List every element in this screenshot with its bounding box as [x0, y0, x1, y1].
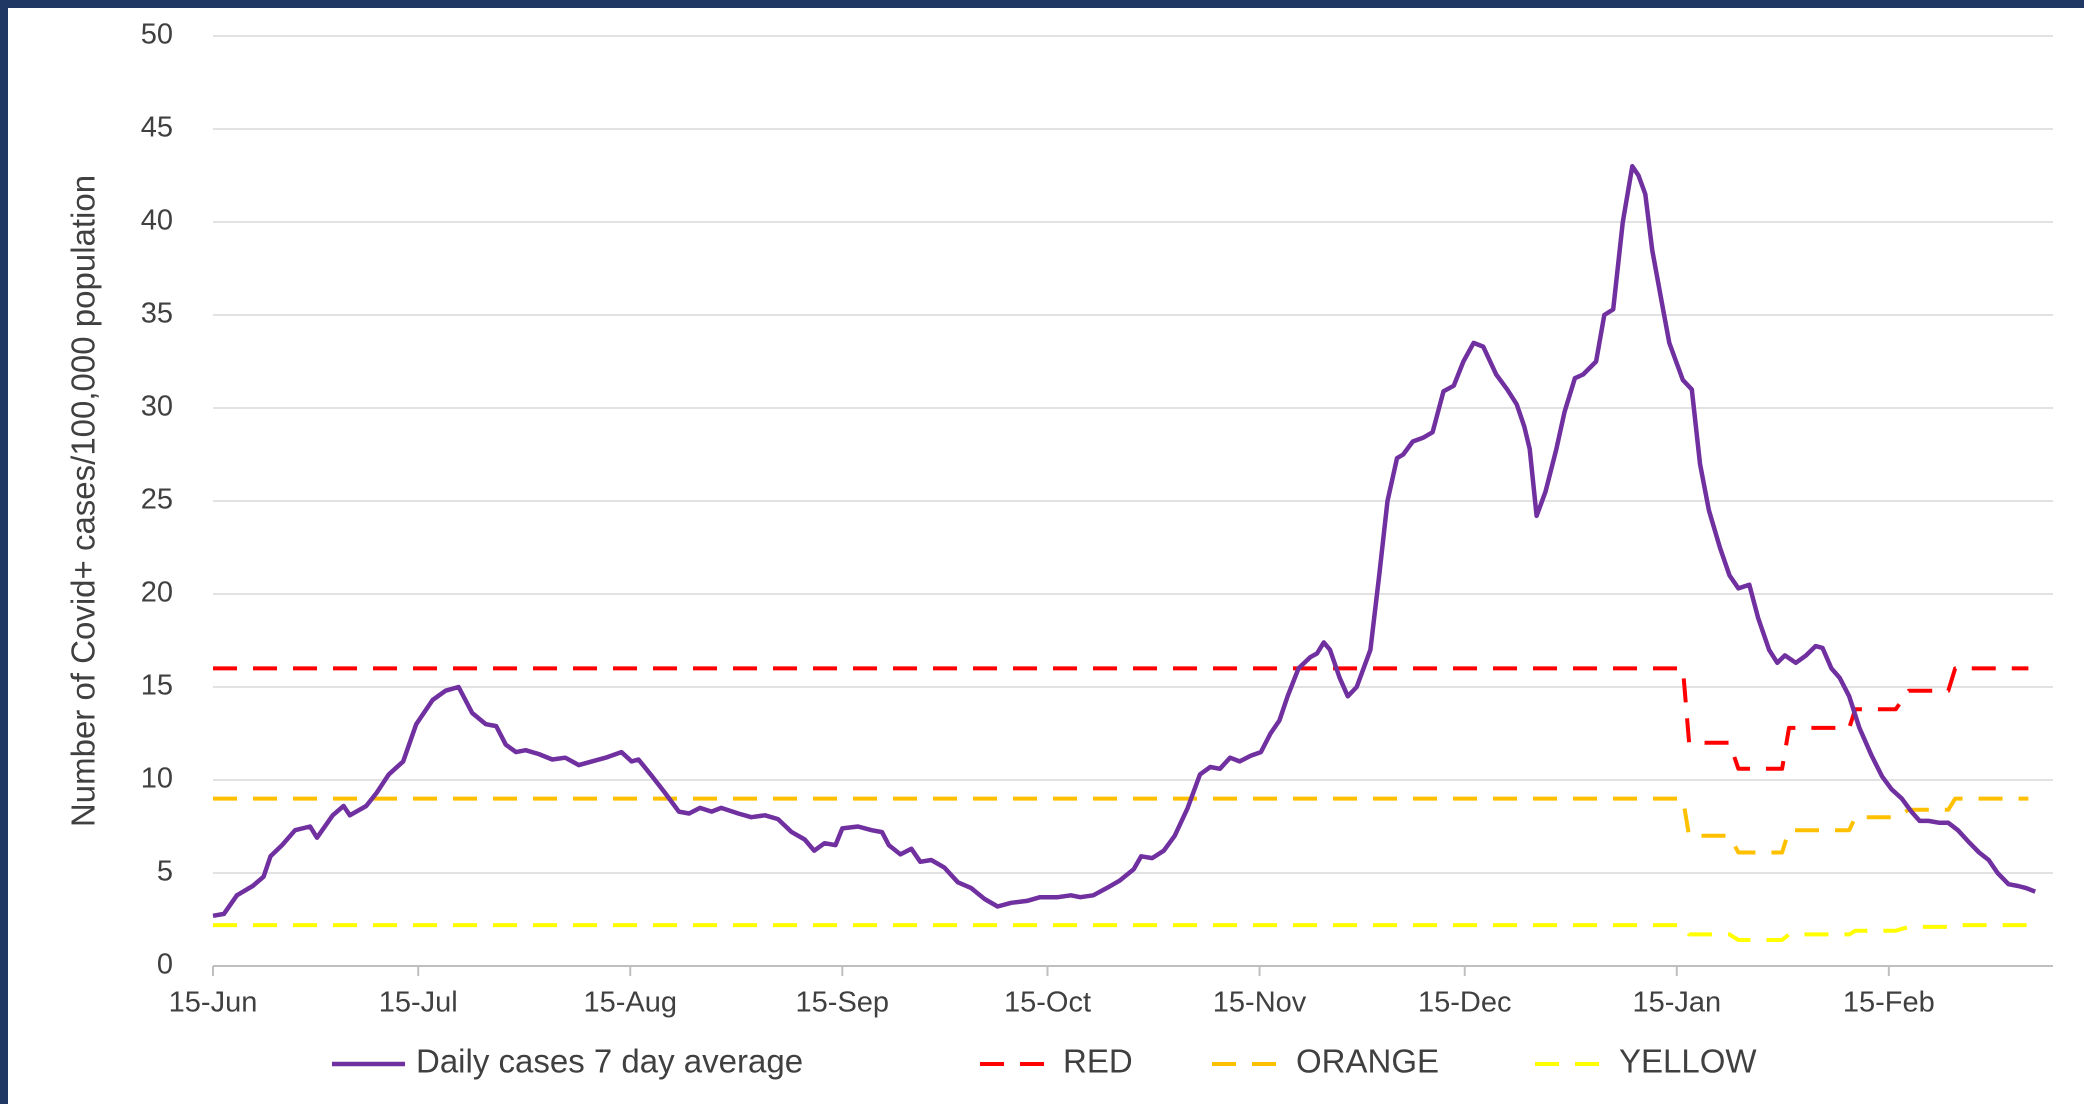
y-tick-label: 45: [141, 112, 173, 144]
y-tick-label: 50: [141, 19, 173, 51]
y-tick-label: 10: [141, 763, 173, 795]
y-tick-label: 35: [141, 298, 173, 330]
series-line: [213, 923, 2029, 942]
legend-label: ORANGE: [1296, 1043, 1439, 1080]
y-tick-label: 0: [157, 949, 173, 981]
legend-label: YELLOW: [1619, 1043, 1757, 1080]
x-tick-label: 15-Sep: [796, 987, 890, 1019]
chart-background: [8, 8, 2084, 1104]
x-tick-label: 15-Dec: [1418, 987, 1512, 1019]
series-line: [213, 666, 2029, 771]
y-tick-label: 5: [157, 856, 173, 888]
x-tick-label: 15-Jun: [169, 987, 258, 1019]
series-line: [212, 163, 2037, 919]
x-tick-label: 15-Aug: [583, 987, 677, 1019]
x-tick-label: 15-Jan: [1632, 987, 1721, 1019]
y-tick-label: 30: [141, 391, 173, 423]
x-tick-label: 15-Feb: [1843, 987, 1935, 1019]
x-tick-label: 15-Jul: [379, 987, 458, 1019]
y-tick-label: 15: [141, 670, 173, 702]
y-tick-label: 20: [141, 577, 173, 609]
x-tick-label: 15-Oct: [1004, 987, 1091, 1019]
y-tick-label: 40: [141, 205, 173, 237]
legend-label: RED: [1063, 1043, 1133, 1080]
y-tick-label: 25: [141, 484, 173, 516]
y-axis-label: Number of Covid+ cases/100,000 populatio…: [65, 175, 102, 827]
legend-label: Daily cases 7 day average: [416, 1043, 803, 1080]
x-tick-label: 15-Nov: [1213, 987, 1307, 1019]
